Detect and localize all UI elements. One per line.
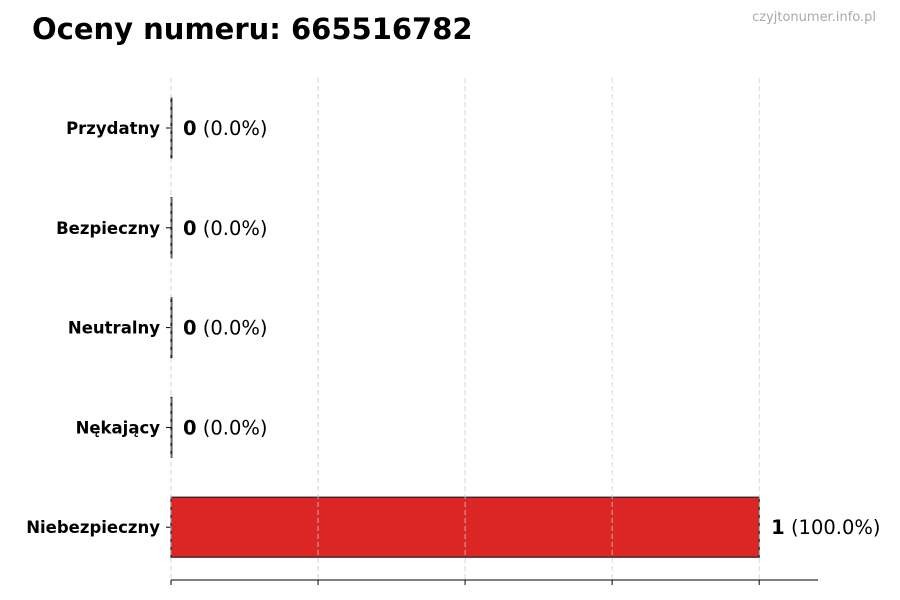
data-label-4: 1 (100.0%) — [771, 516, 880, 539]
category-label-2: Neutralny — [68, 319, 160, 338]
data-label-2: 0 (0.0%) — [183, 317, 268, 340]
category-label-3: Nękający — [76, 418, 161, 437]
data-label-1: 0 (0.0%) — [183, 217, 268, 240]
category-label-1: Bezpieczny — [56, 219, 160, 238]
data-label-0: 0 (0.0%) — [183, 117, 268, 140]
category-label-0: Przydatny — [66, 119, 160, 138]
category-label-4: Niebezpieczny — [26, 518, 160, 537]
data-label-3: 0 (0.0%) — [183, 416, 268, 439]
chart-title: Oceny numeru: 665516782 — [32, 12, 473, 46]
watermark: czyjtonumer.info.pl — [752, 10, 876, 25]
